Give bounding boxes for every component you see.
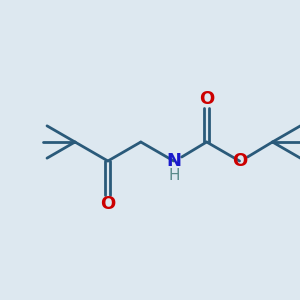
Text: H: H: [169, 167, 181, 182]
Text: O: O: [199, 90, 214, 108]
Text: O: O: [100, 195, 116, 213]
Text: N: N: [166, 152, 181, 170]
Text: O: O: [232, 152, 247, 170]
